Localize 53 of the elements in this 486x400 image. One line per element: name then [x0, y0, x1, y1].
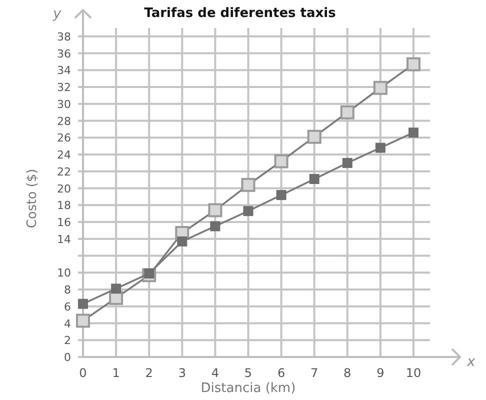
- y-axis-title: Costo ($): [25, 168, 40, 228]
- y-tick-label: 8: [64, 284, 71, 297]
- y-tick-label: 36: [57, 47, 71, 60]
- x-tick-label: 1: [112, 366, 120, 380]
- point: [406, 57, 420, 72]
- y-tick-label: 16: [57, 216, 71, 230]
- y-tick-label: 30: [57, 98, 71, 111]
- y-tick-label: 18: [57, 199, 71, 212]
- point: [309, 174, 320, 184]
- point: [340, 105, 354, 120]
- point: [373, 80, 388, 95]
- y-tick-label: 22: [57, 165, 71, 178]
- point: [375, 142, 386, 153]
- y-tick-label: 2: [64, 334, 71, 348]
- text: x: [466, 354, 476, 370]
- y-tick-label: 20: [57, 182, 71, 196]
- y-tick-label: 34: [57, 64, 71, 78]
- y-tick-label: 6: [64, 300, 71, 314]
- point: [111, 284, 122, 294]
- y-tick-label: 14: [57, 232, 71, 246]
- y-tick-label: 28: [57, 114, 71, 128]
- x-tick-label: 0: [79, 366, 87, 380]
- x-tick-label: 2: [145, 366, 153, 380]
- x-tick-label: 5: [244, 366, 252, 380]
- x-tick-label: 8: [344, 366, 352, 380]
- text: y: [52, 6, 62, 22]
- x-tick-label: 10: [406, 366, 422, 380]
- x-tick-label: 3: [178, 366, 186, 380]
- point: [342, 158, 352, 168]
- point: [76, 314, 90, 328]
- y-tick-label: 0: [64, 351, 71, 364]
- y-tick-label: 24: [57, 148, 71, 162]
- x-tick-label: 7: [310, 366, 318, 380]
- y-tick-label: 26: [57, 132, 71, 145]
- x-tick-label: 4: [211, 366, 220, 380]
- point: [243, 206, 254, 216]
- point: [78, 298, 88, 309]
- x-tick-label: 9: [376, 366, 384, 380]
- point: [177, 236, 188, 246]
- point: [307, 130, 322, 144]
- y-tick-label: 10: [57, 266, 71, 280]
- y-tick-label: 38: [57, 30, 71, 44]
- point: [274, 154, 288, 168]
- chart-title: Tarifas de diferentes taxis: [144, 6, 336, 21]
- x-axis-title: Distancia (km): [200, 381, 296, 396]
- y-tick-label: 32: [57, 81, 71, 94]
- point: [208, 203, 222, 218]
- y-tick-label: 4: [64, 317, 71, 330]
- point: [408, 128, 418, 138]
- point: [241, 178, 256, 192]
- point: [276, 190, 286, 200]
- x-tick-label: 6: [277, 366, 286, 380]
- point: [210, 221, 220, 232]
